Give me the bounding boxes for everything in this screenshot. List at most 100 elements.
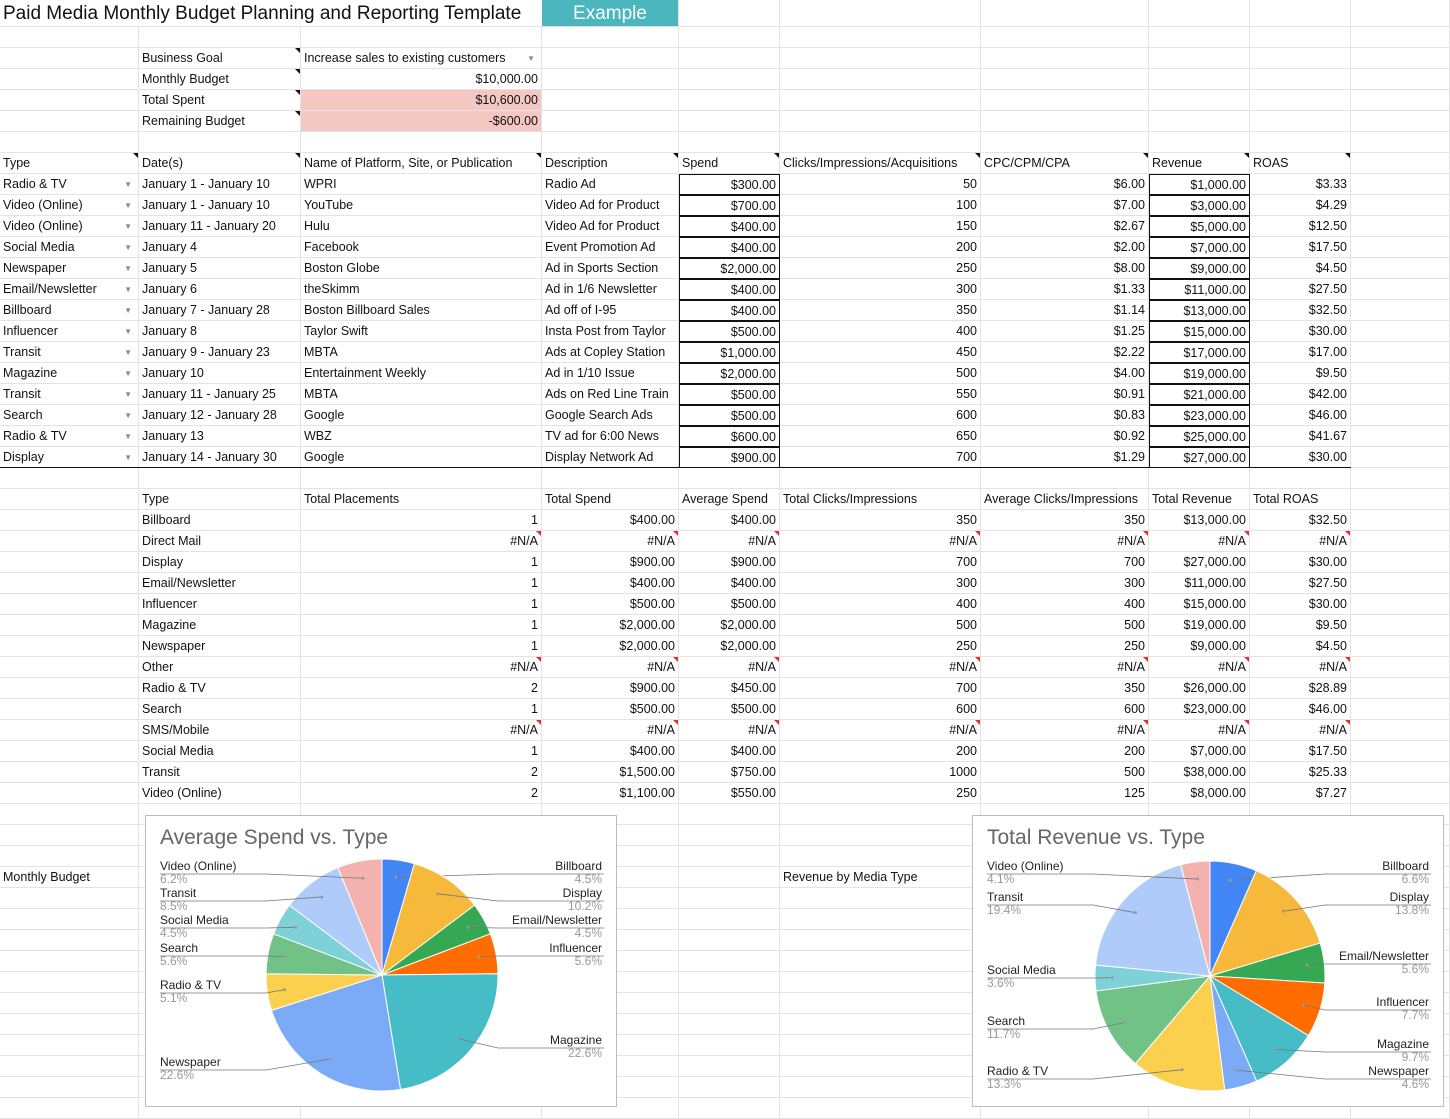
empty-cell[interactable] [0, 741, 139, 762]
empty-cell[interactable] [1149, 132, 1250, 153]
empty-cell[interactable] [679, 867, 780, 888]
empty-cell[interactable] [0, 783, 139, 804]
table-cell[interactable]: $7.00 [981, 195, 1149, 216]
table-cell[interactable]: $19,000.00 [1149, 363, 1250, 384]
table-cell[interactable]: #N/A [981, 657, 1149, 678]
table-cell[interactable]: Insta Post from Taylor [542, 321, 679, 342]
empty-cell[interactable] [1351, 615, 1450, 636]
empty-cell[interactable] [679, 804, 780, 825]
table-cell[interactable]: Video Ad for Product [542, 216, 679, 237]
empty-cell[interactable] [679, 111, 780, 132]
table-cell[interactable]: $30.00 [1250, 321, 1351, 342]
empty-cell[interactable] [981, 69, 1149, 90]
empty-cell[interactable] [679, 1014, 780, 1035]
empty-cell[interactable] [0, 468, 139, 489]
type-dropdown[interactable]: Radio & TV▼ [0, 426, 139, 447]
empty-cell[interactable] [1351, 657, 1450, 678]
table-cell[interactable]: January 11 - January 20 [139, 216, 301, 237]
empty-cell[interactable] [1351, 699, 1450, 720]
table-cell[interactable]: $750.00 [679, 762, 780, 783]
table-cell[interactable]: $28.89 [1250, 678, 1351, 699]
empty-cell[interactable] [1149, 69, 1250, 90]
empty-cell[interactable] [780, 468, 981, 489]
empty-cell[interactable] [542, 27, 679, 48]
empty-cell[interactable] [1351, 426, 1450, 447]
empty-cell[interactable] [1351, 195, 1450, 216]
table-cell[interactable]: $32.50 [1250, 300, 1351, 321]
table-cell[interactable]: 350 [981, 678, 1149, 699]
chevron-down-icon[interactable]: ▼ [124, 447, 132, 468]
empty-cell[interactable] [780, 951, 981, 972]
table-cell[interactable]: theSkimm [301, 279, 542, 300]
table-cell[interactable]: 2 [301, 762, 542, 783]
summary-value[interactable]: $10,600.00 [301, 90, 542, 111]
chevron-down-icon[interactable]: ▼ [124, 363, 132, 384]
empty-cell[interactable] [780, 27, 981, 48]
table-cell[interactable]: 200 [780, 741, 981, 762]
table-cell[interactable]: Ad in Sports Section [542, 258, 679, 279]
table-cell[interactable]: $46.00 [1250, 405, 1351, 426]
empty-cell[interactable] [0, 909, 139, 930]
table-cell[interactable]: $30.00 [1250, 594, 1351, 615]
table-cell[interactable]: January 7 - January 28 [139, 300, 301, 321]
table-cell[interactable]: $550.00 [679, 783, 780, 804]
table-cell[interactable]: Ad off of I-95 [542, 300, 679, 321]
empty-cell[interactable] [1351, 405, 1450, 426]
empty-cell[interactable] [981, 0, 1149, 27]
table-cell[interactable]: $17,000.00 [1149, 342, 1250, 363]
empty-cell[interactable] [542, 69, 679, 90]
empty-cell[interactable] [0, 111, 139, 132]
chevron-down-icon[interactable]: ▼ [527, 48, 535, 69]
empty-cell[interactable] [139, 27, 301, 48]
table-cell[interactable]: WBZ [301, 426, 542, 447]
empty-cell[interactable] [679, 930, 780, 951]
empty-cell[interactable] [679, 1077, 780, 1098]
empty-cell[interactable] [1351, 90, 1450, 111]
empty-cell[interactable] [542, 132, 679, 153]
empty-cell[interactable] [981, 27, 1149, 48]
chevron-down-icon[interactable]: ▼ [124, 237, 132, 258]
table-cell[interactable]: $9.50 [1250, 363, 1351, 384]
table-cell[interactable]: January 10 [139, 363, 301, 384]
table-cell[interactable]: $400.00 [542, 741, 679, 762]
table-cell[interactable]: #N/A [1149, 657, 1250, 678]
table-cell[interactable]: 250 [981, 636, 1149, 657]
empty-cell[interactable] [679, 1056, 780, 1077]
table-cell[interactable]: Influencer [139, 594, 301, 615]
table-cell[interactable]: 600 [780, 699, 981, 720]
type-dropdown[interactable]: Radio & TV▼ [0, 174, 139, 195]
table-cell[interactable]: #N/A [542, 657, 679, 678]
table-cell[interactable]: $400.00 [679, 300, 780, 321]
empty-cell[interactable] [0, 951, 139, 972]
table-cell[interactable]: $400.00 [679, 237, 780, 258]
table-cell[interactable]: YouTube [301, 195, 542, 216]
empty-cell[interactable] [780, 804, 981, 825]
table-cell[interactable]: 250 [780, 783, 981, 804]
table-cell[interactable]: $1.29 [981, 447, 1149, 468]
empty-cell[interactable] [679, 846, 780, 867]
table-cell[interactable]: #N/A [679, 531, 780, 552]
type-dropdown[interactable]: Transit▼ [0, 384, 139, 405]
table-cell[interactable]: $500.00 [542, 699, 679, 720]
empty-cell[interactable] [780, 48, 981, 69]
type-dropdown[interactable]: Influencer▼ [0, 321, 139, 342]
empty-cell[interactable] [301, 468, 542, 489]
empty-cell[interactable] [1149, 27, 1250, 48]
table-cell[interactable]: $4.50 [1250, 636, 1351, 657]
table-cell[interactable]: $3,000.00 [1149, 195, 1250, 216]
table-cell[interactable]: $0.91 [981, 384, 1149, 405]
type-dropdown[interactable]: Search▼ [0, 405, 139, 426]
table-cell[interactable]: January 9 - January 23 [139, 342, 301, 363]
table-cell[interactable]: MBTA [301, 384, 542, 405]
table-cell[interactable]: $0.83 [981, 405, 1149, 426]
table-cell[interactable]: 300 [780, 573, 981, 594]
table-cell[interactable]: $400.00 [542, 510, 679, 531]
table-cell[interactable]: SMS/Mobile [139, 720, 301, 741]
table-cell[interactable]: #N/A [1149, 531, 1250, 552]
table-cell[interactable]: 500 [780, 615, 981, 636]
chevron-down-icon[interactable]: ▼ [124, 321, 132, 342]
empty-cell[interactable] [0, 132, 139, 153]
empty-cell[interactable] [780, 846, 981, 867]
empty-cell[interactable] [1351, 258, 1450, 279]
table-cell[interactable]: $1.25 [981, 321, 1149, 342]
